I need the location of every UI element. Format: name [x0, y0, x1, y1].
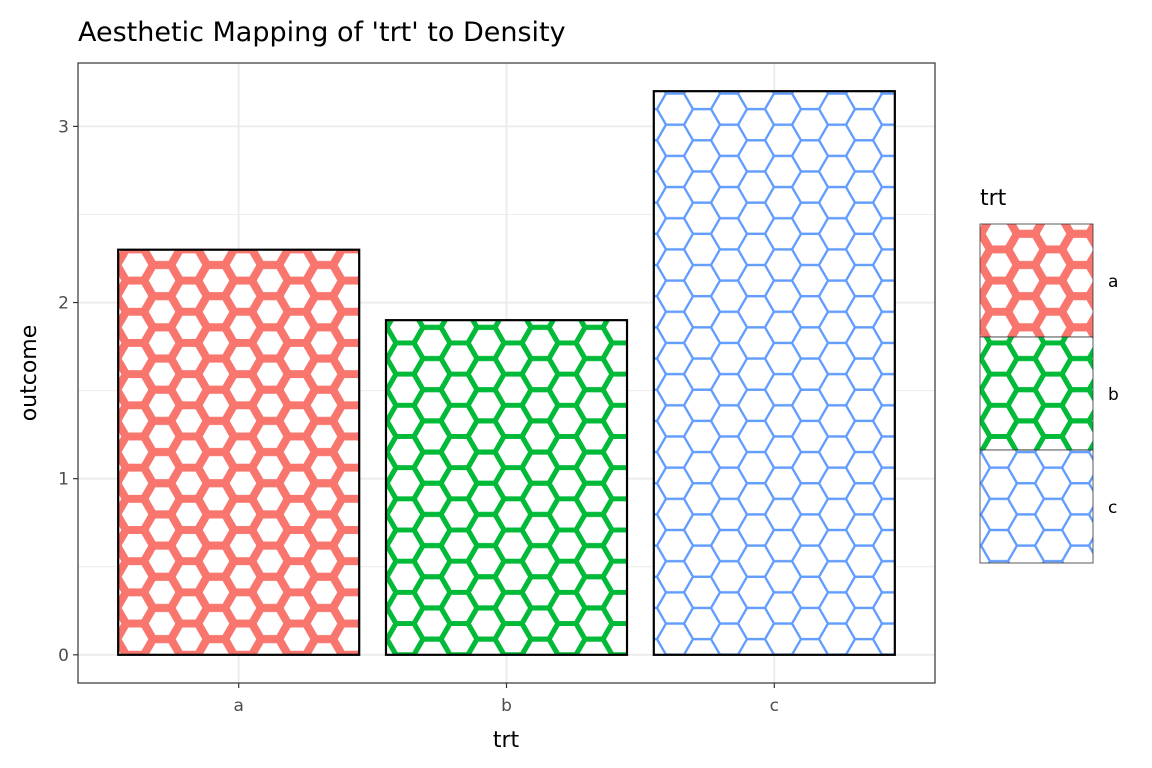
x-axis-label: trt [493, 728, 520, 753]
x-tick-label: b [501, 696, 512, 716]
legend-key-c [979, 449, 1094, 564]
x-tick-label: a [233, 696, 243, 716]
axes: 0 1 2 3 a b c [58, 117, 779, 716]
legend-key-a [979, 223, 1094, 338]
x-tick-label: c [770, 696, 779, 716]
bar-a [117, 248, 361, 656]
y-tick-label: 1 [58, 470, 69, 490]
chart-title: Aesthetic Mapping of 'trt' to Density [78, 17, 566, 48]
y-tick-label: 3 [58, 117, 69, 137]
y-axis-label: outcome [17, 325, 42, 422]
bar-b [384, 319, 629, 656]
bar-c [652, 90, 896, 656]
legend-label-a: a [1108, 272, 1118, 292]
legend-label-b: b [1108, 385, 1119, 405]
bars [117, 90, 896, 656]
legend: a b c [979, 223, 1119, 564]
y-tick-label: 0 [58, 646, 69, 666]
legend-key-b [979, 336, 1094, 451]
legend-label-c: c [1108, 498, 1117, 518]
y-tick-label: 2 [58, 294, 69, 314]
legend-title: trt [980, 186, 1007, 211]
